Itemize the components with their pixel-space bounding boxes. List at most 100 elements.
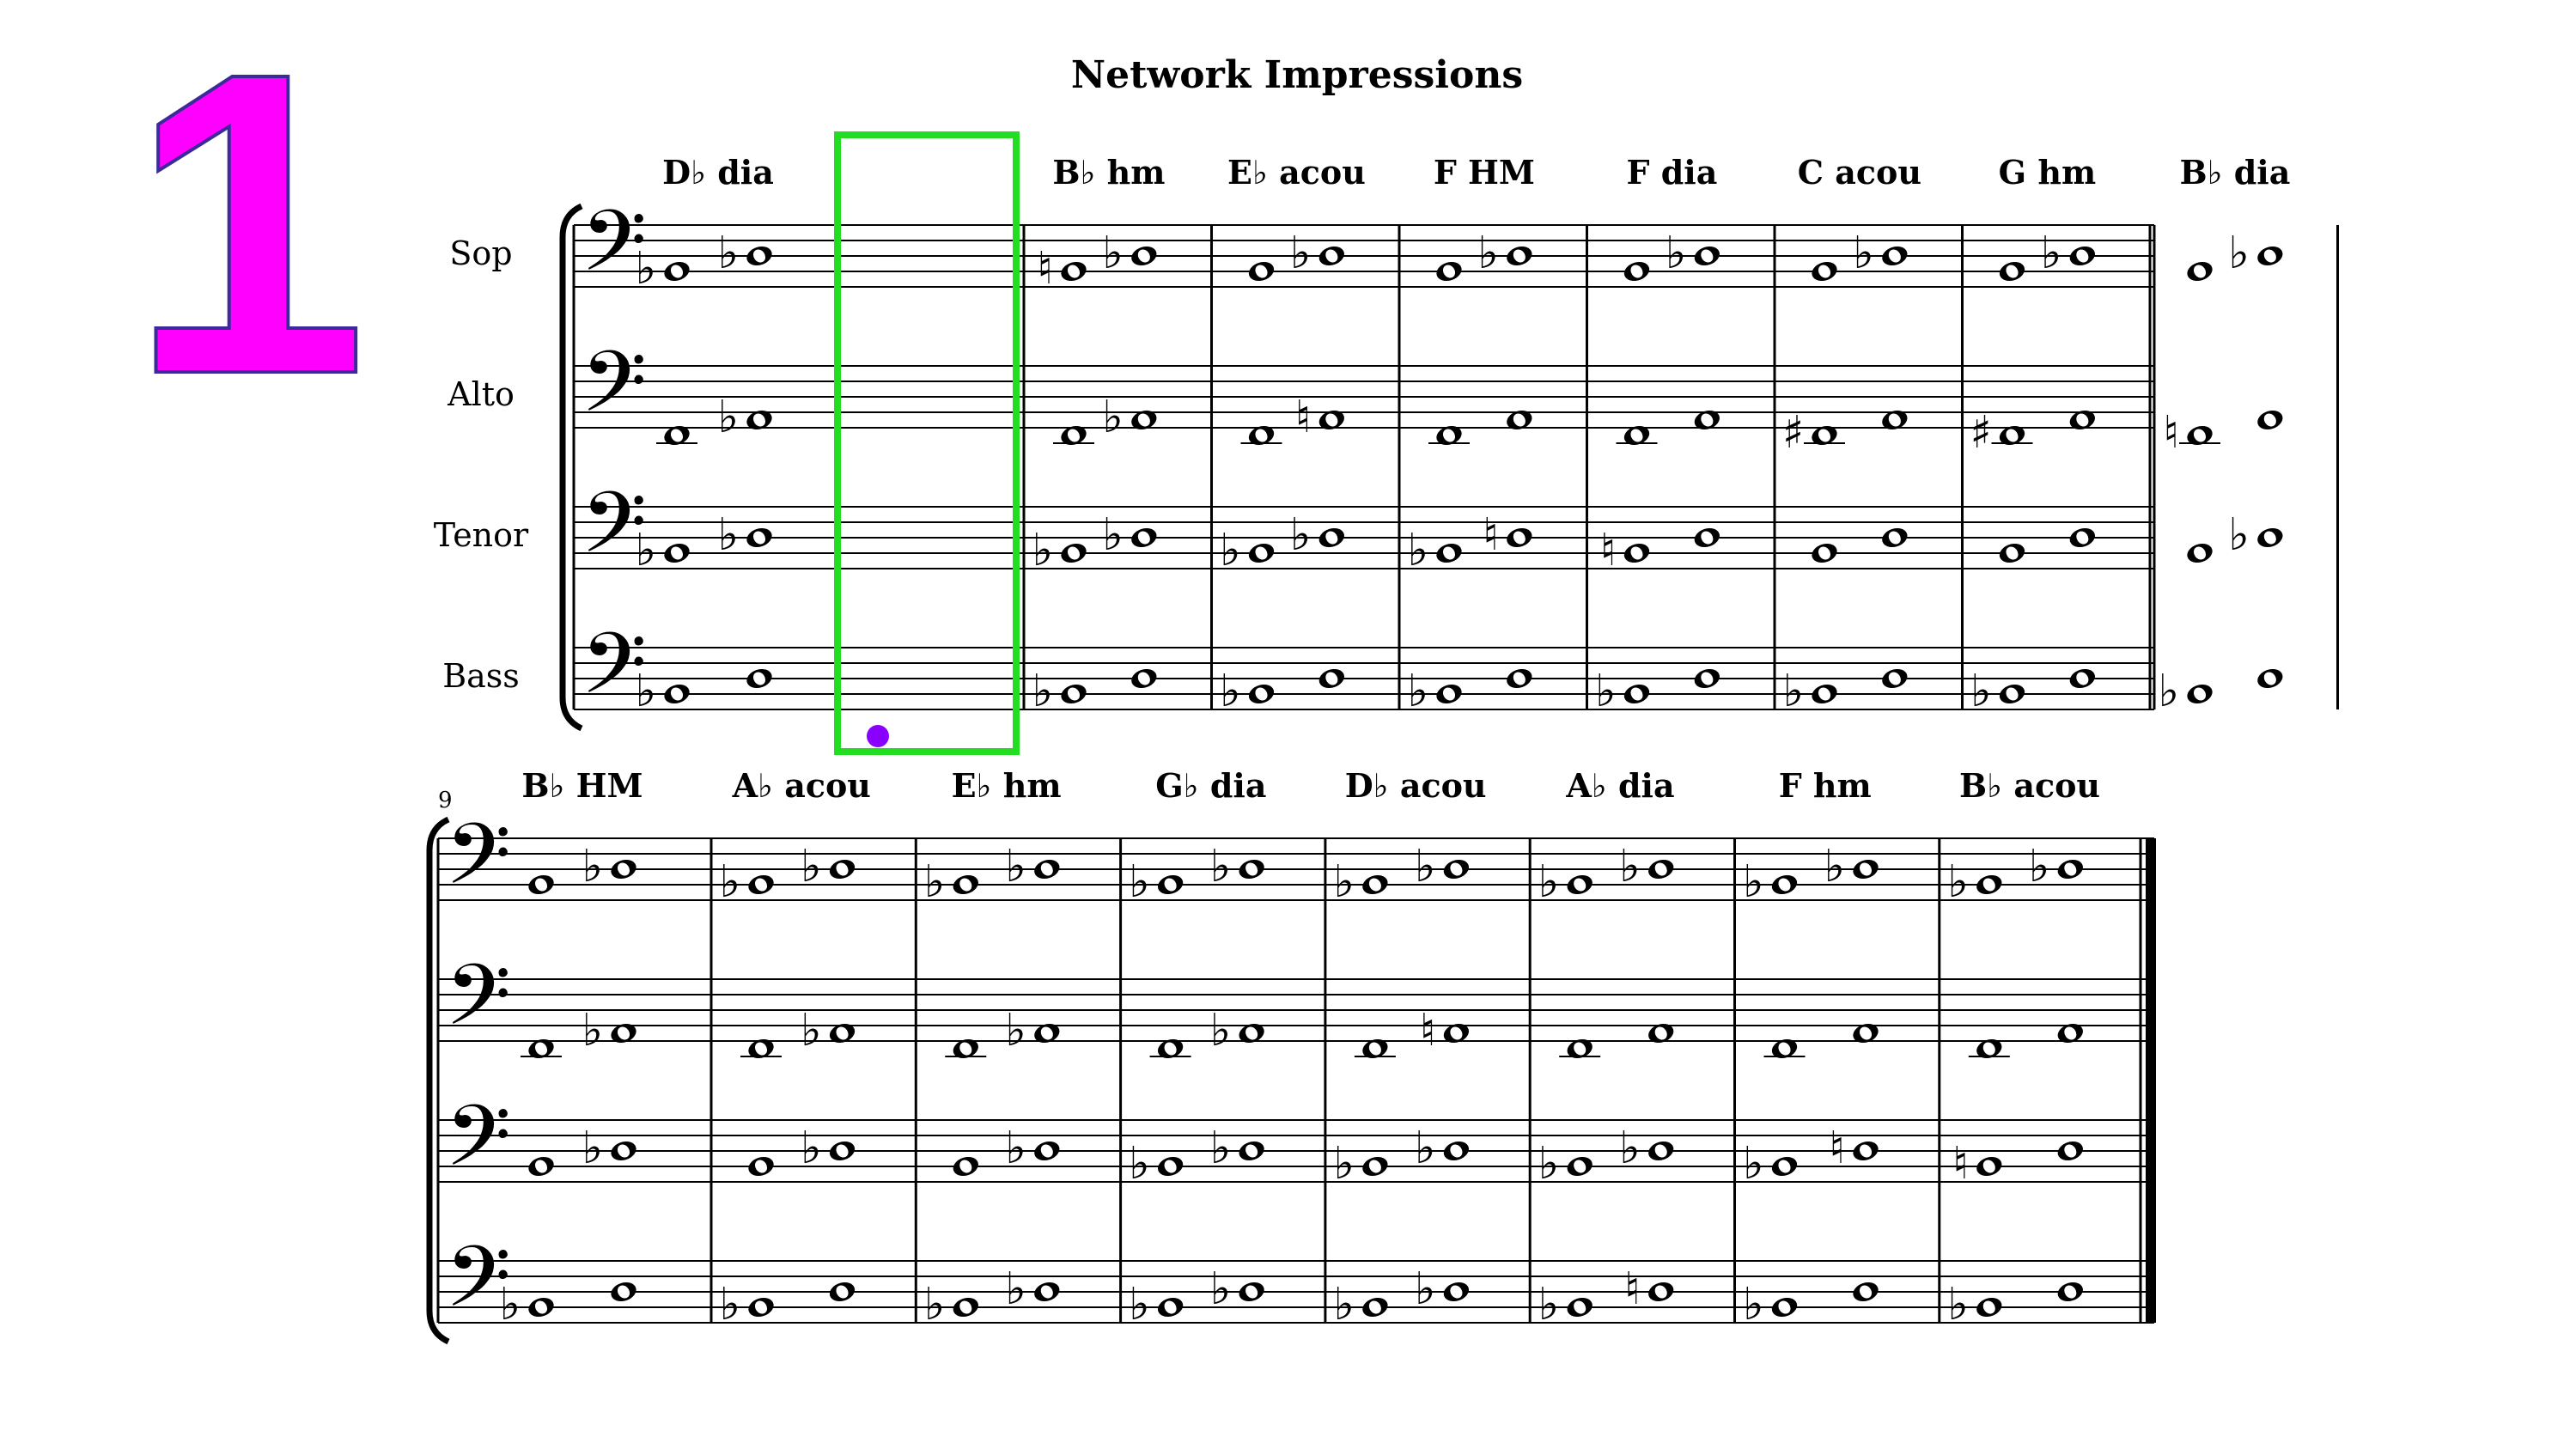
accidental: ♮: [1829, 1123, 1845, 1174]
note-head-hollow: [1574, 1300, 1586, 1314]
accidental: ♭: [1415, 841, 1436, 892]
note-head-hollow: [754, 1042, 768, 1056]
bass-clef-icon: 𝄢: [581, 333, 647, 453]
accidental: ♭: [801, 841, 822, 892]
note-head-hollow: [1255, 429, 1268, 442]
note-head-hollow: [1574, 1042, 1586, 1056]
note-head-hollow: [670, 546, 684, 560]
note-head-hollow: [1245, 1144, 1258, 1158]
note-head-hollow: [1067, 687, 1081, 701]
note-head-hollow: [1245, 1285, 1258, 1299]
note-head-hollow: [1513, 531, 1526, 545]
accidental: ♭: [1102, 228, 1124, 279]
note-head-hollow: [1164, 1042, 1177, 1056]
note-head-hollow: [2006, 687, 2019, 701]
note-head-hollow: [2076, 672, 2089, 685]
note-head-hollow: [2263, 672, 2276, 685]
note-head-hollow: [1859, 862, 1873, 876]
note-head-hollow: [617, 862, 630, 876]
accidental: ♭: [582, 1005, 603, 1056]
chord-symbol: G hm: [1999, 153, 2097, 192]
note-head-hollow: [1137, 672, 1150, 685]
note-head-hollow: [959, 1160, 972, 1173]
chord-symbol: C acou: [1798, 153, 1921, 192]
note-head-hollow: [1067, 265, 1081, 278]
chord-symbol: A♭ acou: [732, 766, 871, 805]
note-head-hollow: [2263, 531, 2276, 545]
part-label-alto: Alto: [447, 375, 515, 413]
note-head-hollow: [670, 265, 684, 278]
accidental: ♭: [1210, 1005, 1232, 1056]
accidental: ♭: [1477, 228, 1499, 279]
accidental: ♭: [1210, 841, 1232, 892]
accidental: ♭: [1595, 666, 1617, 717]
part-label-bass: Bass: [442, 657, 520, 695]
accidental: ♮: [1624, 1263, 1641, 1315]
accidental: ♭: [1947, 856, 1969, 908]
accidental: ♭: [1743, 856, 1764, 908]
note-head-hollow: [1778, 1300, 1791, 1314]
note-head-hollow: [1513, 413, 1526, 427]
note-head-hollow: [959, 878, 972, 892]
note-head-hollow: [617, 1144, 630, 1158]
note-head-hollow: [1982, 878, 1995, 892]
note-head-hollow: [1701, 413, 1714, 427]
note-head-hollow: [534, 878, 548, 892]
chord-symbol: B♭ hm: [1052, 153, 1165, 192]
note-head-hollow: [2263, 249, 2276, 263]
slide-number: 1: [127, 0, 369, 463]
note-head-hollow: [1255, 687, 1268, 701]
accidental: ♭: [924, 1279, 946, 1330]
note-head-hollow: [1325, 672, 1338, 685]
part-label-sop: Sop: [449, 234, 512, 272]
note-head-hollow: [1888, 672, 1901, 685]
chord-symbol: B♭ dia: [2179, 153, 2290, 192]
note-head-hollow: [670, 429, 684, 442]
accidental: ♭: [635, 525, 656, 576]
note-head-hollow: [1067, 546, 1081, 560]
note-head-hollow: [2076, 413, 2089, 427]
note-head-hollow: [1040, 1285, 1053, 1299]
note-head-hollow: [1982, 1300, 1995, 1314]
accidental: ♭: [1415, 1123, 1436, 1174]
measure-number: 9: [438, 788, 453, 813]
note-head-hollow: [2064, 1144, 2077, 1158]
accidental: ♭: [1619, 841, 1641, 892]
marker-dot: [867, 725, 889, 747]
note-head-hollow: [1778, 1042, 1791, 1056]
note-head-hollow: [754, 878, 768, 892]
note-head-hollow: [752, 249, 766, 263]
note-head-hollow: [754, 1300, 768, 1314]
note-head-hollow: [1888, 413, 1901, 427]
note-head-hollow: [1630, 429, 1643, 442]
accidental: ♮: [1420, 1005, 1436, 1056]
note-head-hollow: [2064, 1285, 2077, 1299]
accidental: ♭: [582, 1123, 603, 1174]
bass-clef-icon: 𝄢: [445, 1228, 511, 1348]
chord-symbol: D♭ acou: [1345, 766, 1487, 805]
accidental: ♭: [1415, 1263, 1436, 1315]
accidental: ♭: [1538, 856, 1560, 908]
chord-symbol: D♭ dia: [662, 153, 774, 192]
accidental: ♭: [1102, 509, 1124, 561]
bass-clef-icon: 𝄢: [445, 947, 511, 1066]
accidental: ♭: [1407, 525, 1428, 576]
accidental: ♭: [1005, 841, 1026, 892]
accidental: ♭: [2228, 228, 2250, 279]
note-head-hollow: [1982, 1160, 1995, 1173]
accidental: ♭: [2041, 228, 2062, 279]
accidental: ♭: [1947, 1279, 1969, 1330]
accidental: ♭: [1210, 1123, 1232, 1174]
accidental: ♭: [2158, 666, 2179, 717]
accidental: ♭: [1005, 1123, 1026, 1174]
note-head-hollow: [1040, 1026, 1053, 1040]
note-head-hollow: [1654, 1026, 1667, 1040]
note-head-hollow: [1888, 249, 1901, 263]
accidental: ♭: [1220, 666, 1241, 717]
bass-clef-icon: 𝄢: [581, 474, 647, 594]
note-head-hollow: [1442, 687, 1456, 701]
accidental: ♭: [1290, 509, 1312, 561]
accidental: ♭: [1032, 666, 1053, 717]
accidental: ♭: [1005, 1263, 1026, 1315]
accidental: ♭: [1005, 1005, 1026, 1056]
